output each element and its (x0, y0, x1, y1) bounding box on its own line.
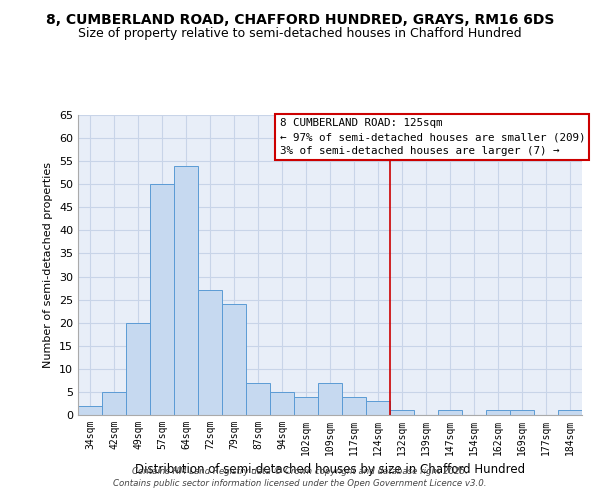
Text: Contains HM Land Registry data © Crown copyright and database right 2025.
Contai: Contains HM Land Registry data © Crown c… (113, 466, 487, 487)
Bar (342, 396, 366, 415)
Text: 8, CUMBERLAND ROAD, CHAFFORD HUNDRED, GRAYS, RM16 6DS: 8, CUMBERLAND ROAD, CHAFFORD HUNDRED, GR… (46, 12, 554, 26)
Bar (390, 410, 414, 415)
Bar (558, 410, 582, 415)
Bar (366, 401, 390, 415)
Bar (318, 382, 342, 415)
Text: 8 CUMBERLAND ROAD: 125sqm
← 97% of semi-detached houses are smaller (209)
3% of : 8 CUMBERLAND ROAD: 125sqm ← 97% of semi-… (280, 118, 585, 156)
Bar (270, 392, 294, 415)
Y-axis label: Number of semi-detached properties: Number of semi-detached properties (43, 162, 53, 368)
Text: Size of property relative to semi-detached houses in Chafford Hundred: Size of property relative to semi-detach… (78, 28, 522, 40)
Bar (438, 410, 462, 415)
Bar (222, 304, 246, 415)
Bar (150, 184, 174, 415)
X-axis label: Distribution of semi-detached houses by size in Chafford Hundred: Distribution of semi-detached houses by … (135, 464, 525, 476)
Bar (78, 406, 102, 415)
Bar (486, 410, 510, 415)
Bar (510, 410, 534, 415)
Bar (198, 290, 222, 415)
Bar (102, 392, 126, 415)
Bar (294, 396, 318, 415)
Bar (126, 322, 150, 415)
Bar (246, 382, 270, 415)
Bar (174, 166, 198, 415)
